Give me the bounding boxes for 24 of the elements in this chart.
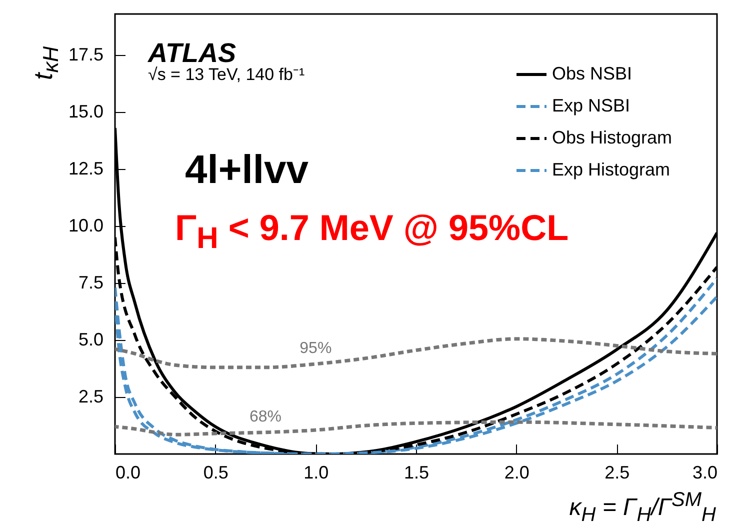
y-tick-label: 2.5 — [78, 386, 104, 407]
annotation: ATLAS — [148, 38, 236, 68]
legend-label: Exp Histogram — [552, 160, 670, 180]
annotation: 4l+llvv — [185, 148, 308, 192]
x-tick-label: 0.0 — [116, 462, 141, 482]
series-label: 95% — [300, 340, 332, 357]
y-tick-label: 15.0 — [68, 102, 104, 122]
x-tick-label: 2.0 — [504, 462, 530, 482]
series-label: 68% — [249, 408, 282, 426]
legend-label: Obs Histogram — [552, 128, 672, 148]
x-tick-label: 1.0 — [304, 462, 329, 482]
y-tick-label: 17.5 — [68, 44, 104, 65]
annotation: √s = 13 TeV, 140 fb⁻¹ — [148, 65, 305, 84]
y-tick-label: 12.5 — [68, 158, 104, 179]
legend-label: Obs NSBI — [552, 64, 632, 84]
x-tick-label: 3.0 — [692, 462, 718, 482]
y-tick-label: 5.0 — [78, 330, 104, 350]
legend-label: Exp NSBI — [552, 96, 630, 116]
x-tick-label: 1.5 — [404, 462, 430, 482]
x-tick-label: 0.5 — [203, 462, 228, 482]
y-tick-label: 10.0 — [68, 216, 104, 236]
annotation: Γ$_{H}$ < 9.7 MeV @ 95%CL — [175, 207, 569, 256]
y-tick-label: 7.5 — [78, 272, 104, 293]
x-tick-label: 2.5 — [604, 462, 630, 482]
